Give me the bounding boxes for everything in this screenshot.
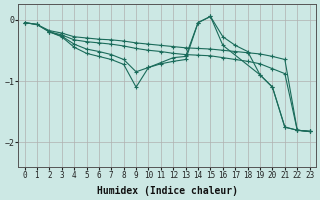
X-axis label: Humidex (Indice chaleur): Humidex (Indice chaleur): [97, 186, 237, 196]
